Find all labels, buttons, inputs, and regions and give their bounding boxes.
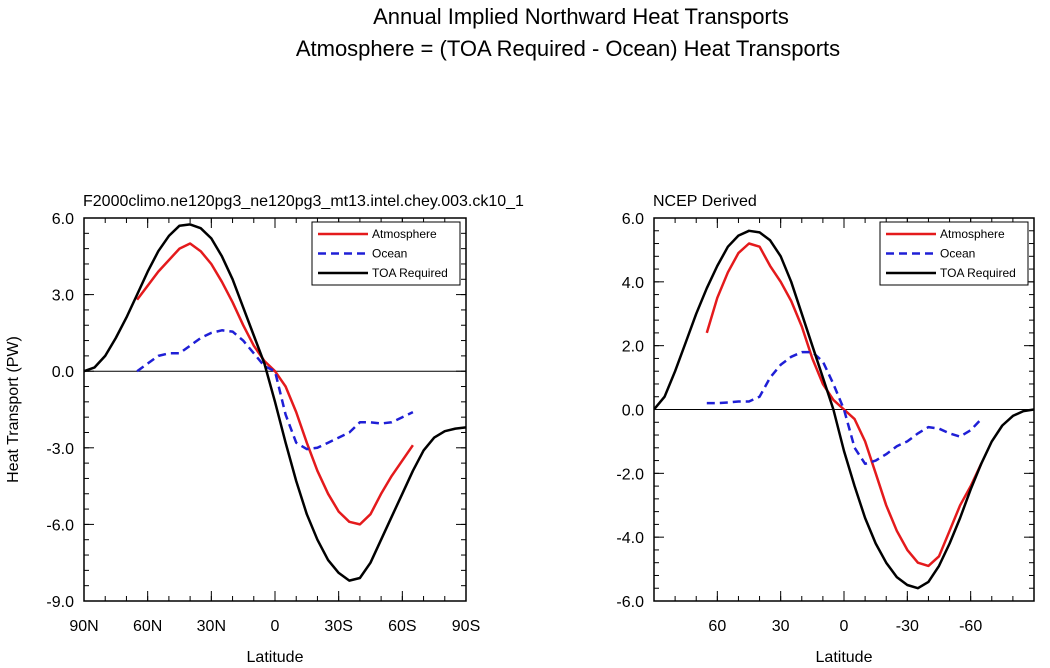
- y-tick-label: -4.0: [616, 530, 644, 547]
- figure-title-line2: Atmosphere = (TOA Required - Ocean) Heat…: [296, 36, 840, 61]
- x-tick-label: 60: [708, 618, 726, 635]
- chart-title: NCEP Derived: [653, 193, 757, 210]
- x-tick-label: 30S: [324, 618, 352, 635]
- legend-label: Ocean: [940, 247, 975, 261]
- legend-label: Atmosphere: [372, 227, 437, 241]
- series-toa-required-line: [654, 229, 1034, 590]
- chart-title: F2000climo.ne120pg3_ne120pg3_mt13.intel.…: [83, 193, 524, 210]
- x-tick-label: 0: [840, 618, 849, 635]
- y-tick-label: -3.0: [46, 441, 74, 458]
- series-ocean-line: [706, 350, 983, 466]
- y-tick-label: 0.0: [622, 403, 644, 420]
- legend: Atmosphere Ocean TOA Required: [311, 221, 461, 286]
- figure-title-line1: Annual Implied Northward Heat Transports: [373, 4, 789, 29]
- x-tick-label: -60: [959, 618, 982, 635]
- x-tick-label: 30: [772, 618, 790, 635]
- x-tick-label: 90S: [452, 618, 480, 635]
- legend-label: Ocean: [372, 247, 407, 261]
- y-tick-label: -9.0: [46, 594, 74, 611]
- y-tick-label: -6.0: [46, 517, 74, 534]
- legend: Atmosphere Ocean TOA Required: [879, 221, 1029, 286]
- series-toa-required-line: [84, 223, 466, 582]
- x-tick-label: 0: [271, 618, 280, 635]
- y-tick-label: 2.0: [622, 339, 644, 356]
- x-tick-label: 30N: [197, 618, 226, 635]
- y-tick-label: 0.0: [52, 364, 74, 381]
- y-tick-label: -6.0: [616, 594, 644, 611]
- x-axis-label: Latitude: [816, 649, 873, 666]
- y-tick-label: 6.0: [622, 211, 644, 228]
- plot-frame: [83, 217, 467, 602]
- right-chart-panel: NCEP Derived 6.0 4.0 2.0 0.0 -2.0 -4.0 -6.0 60 30…: [616, 193, 1035, 666]
- y-tick-label: 3.0: [52, 288, 74, 305]
- y-tick-label: 6.0: [52, 211, 74, 228]
- series-atmosphere-line: [136, 242, 414, 526]
- legend-label: TOA Required: [940, 266, 1016, 280]
- series-ocean-line: [136, 329, 414, 451]
- x-axis-label: Latitude: [247, 649, 304, 666]
- x-tick-label: -30: [896, 618, 919, 635]
- series-atmosphere-line: [705, 242, 983, 568]
- x-tick-label: 60N: [133, 618, 162, 635]
- x-tick-label: 60S: [388, 618, 416, 635]
- legend-label: TOA Required: [372, 266, 448, 280]
- y-tick-label: -2.0: [616, 466, 644, 483]
- y-axis-label: Heat Transport (PW): [5, 336, 22, 483]
- plot-frame: [653, 217, 1035, 602]
- y-tick-label: 4.0: [622, 275, 644, 292]
- x-tick-label: 90N: [69, 618, 98, 635]
- legend-label: Atmosphere: [940, 227, 1005, 241]
- left-chart-panel: F2000climo.ne120pg3_ne120pg3_mt13.intel.…: [5, 193, 524, 666]
